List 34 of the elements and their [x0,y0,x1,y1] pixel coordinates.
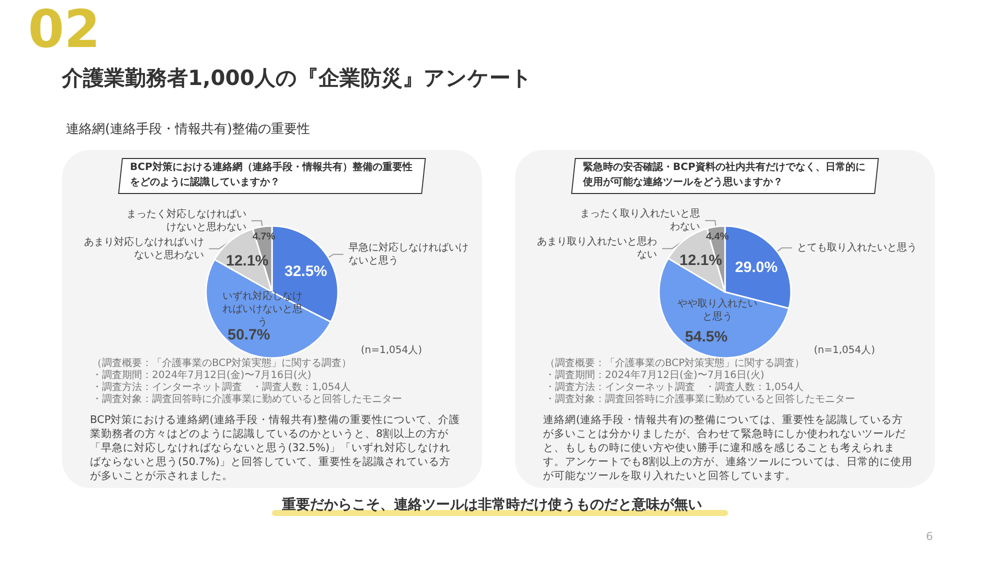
text: BCP対策における連絡網(連絡手段・情報共有)整備の重要性について、介護業勤務者の方々はどのように認識しているのかというと、8割以上の方が「早急に対応しなければならないと思う(32.5%)」「いずれ対応しなければならないと思う(50.7%)」と回答していて、重要性を認識されている方が多いことが示されました。 [90,413,460,483]
text: 連絡網(連絡手段・情報共有)整備の重要性 [66,121,310,138]
text: ・調査期間：2024年7月12日(金)〜7月16日(火) [92,370,312,382]
text: 介護業勤務者1,000人の『企業防災』アンケート [62,65,532,92]
text: ・調査方法：インターネット調査 [545,382,695,394]
slice-label: あまり対応しなければいけないと思わない [84,236,204,261]
text: ・調査期間：2024年7月12日(金)〜7月16日(火) [545,370,764,382]
slice-label: やや取り入れたいと思う [677,297,758,322]
data-label: 12.1% [680,252,722,270]
text: (n=1,054人) [360,344,422,357]
slice-label: 早急に対応しなければいけないと思う [348,241,468,266]
text: ・調査対象：調査回答時に介護事業に勤めていると回答したモニター [545,394,855,406]
text: 連絡網(連絡手段・情報共有)の整備については、重要性を認識している方が多いことは分かりましたが、合わせて緊急時にしか使われないツールだと、もしもの時に使い方や使い勝手に違和感を感じることも考えられます。アンケートでも8割以上の方が、連絡ツールについては、日常的に使用が可能なツールを取り入れたいと回答しています。 [543,413,913,483]
text: ・調査人数：1,054人 [705,382,804,394]
chart-title: BCP対策における連絡網（連絡手段・情報共有）整備の重要性をどのように認識していますか？ [130,160,414,190]
data-label: 54.5% [685,328,728,346]
text: 6 [926,530,933,543]
text: ・調査人数：1,054人 [252,382,351,394]
text: ・調査方法：インターネット調査 [92,382,242,394]
slice-label: まったく取り入れたいと思わない [580,208,700,233]
text: 重要だからこそ、連絡ツールは非常時だけ使うものだと意味が無い [282,496,702,514]
data-label: 32.5% [284,262,328,280]
slice-label: あまり取り入れたいと思わない [537,236,658,261]
text: （調査概要：「介護事業のBCP対策実態」に関する調査） [545,358,806,370]
chart-title: 緊急時の安否確認・BCP資料の社内共有だけでなく、日常的に使用が可能な連絡ツールをどう思いますか？ [583,160,866,190]
text: (n=1,054人) [814,344,875,357]
data-label: 12.1% [226,252,269,270]
text: （調査概要：「介護事業のBCP対策実態」に関する調査） [92,358,353,370]
slice-label: まったく対応しなければいけないと思わない [126,208,246,233]
slice-label: とても取り入れたいと思う [796,241,917,254]
text: 02 [28,0,100,60]
data-label: 29.0% [735,259,778,276]
text: ・調査対象：調査回答時に介護事業に勤めていると回答したモニター [92,394,402,406]
data-label: 50.7% [228,326,270,344]
